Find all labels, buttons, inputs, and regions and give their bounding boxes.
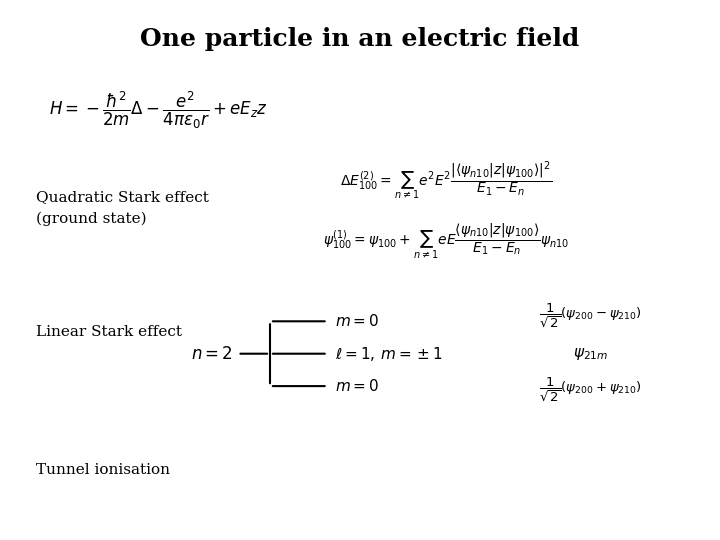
Text: $\ell = 1,\, m = \pm 1$: $\ell = 1,\, m = \pm 1$	[335, 345, 443, 363]
Text: One particle in an electric field: One particle in an electric field	[140, 27, 580, 51]
Text: $\Delta E_{100}^{(2)} = \sum_{n\neq 1} e^2 E^2 \dfrac{|\langle \psi_{n10} | z | : $\Delta E_{100}^{(2)} = \sum_{n\neq 1} e…	[341, 160, 552, 202]
Text: Quadratic Stark effect
(ground state): Quadratic Stark effect (ground state)	[36, 190, 209, 226]
Text: $\dfrac{1}{\sqrt{2}}(\psi_{200} + \psi_{210})$: $\dfrac{1}{\sqrt{2}}(\psi_{200} + \psi_{…	[539, 376, 642, 404]
Text: $\psi_{100}^{(1)} = \psi_{100} + \sum_{n\neq 1} eE \dfrac{\langle \psi_{n10} | z: $\psi_{100}^{(1)} = \psi_{100} + \sum_{n…	[323, 221, 570, 260]
Text: $n = 2$: $n = 2$	[192, 345, 233, 363]
Text: $\dfrac{1}{\sqrt{2}}(\psi_{200} - \psi_{210})$: $\dfrac{1}{\sqrt{2}}(\psi_{200} - \psi_{…	[539, 302, 642, 330]
Text: Tunnel ionisation: Tunnel ionisation	[36, 463, 170, 477]
Text: $\psi_{21m}$: $\psi_{21m}$	[573, 346, 608, 362]
Text: $H = -\dfrac{\hbar^2}{2m}\Delta - \dfrac{e^2}{4\pi\varepsilon_0 r} + eE_z z$: $H = -\dfrac{\hbar^2}{2m}\Delta - \dfrac…	[49, 90, 268, 131]
Text: $m = 0$: $m = 0$	[335, 313, 379, 329]
Text: $m = 0$: $m = 0$	[335, 378, 379, 394]
Text: Linear Stark effect: Linear Stark effect	[36, 325, 182, 339]
